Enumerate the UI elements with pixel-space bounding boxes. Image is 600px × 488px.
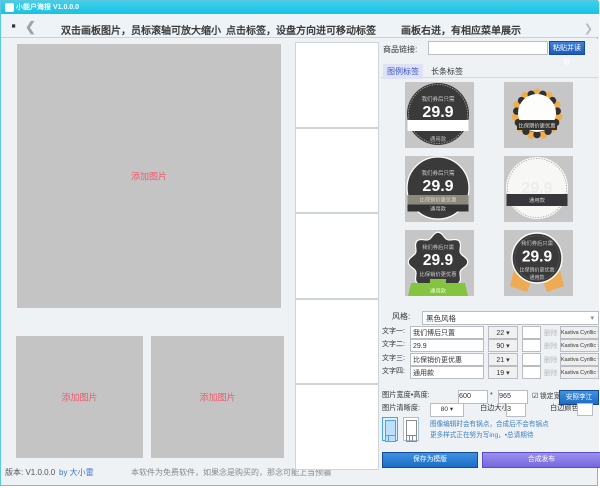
svg-text:通用款: 通用款 [430, 287, 447, 295]
svg-text:29.9: 29.9 [422, 178, 453, 195]
svg-text:我们券后只需: 我们券后只需 [521, 239, 553, 247]
svg-text:通用款: 通用款 [430, 205, 447, 213]
svg-text:29.9: 29.9 [422, 104, 453, 121]
svg-text:通用款: 通用款 [529, 274, 544, 281]
svg-text:29.9: 29.9 [423, 252, 454, 269]
svg-text:我们券后只需: 我们券后只需 [422, 243, 454, 251]
svg-text:比保销价更优惠: 比保销价更优惠 [419, 196, 456, 204]
svg-text:我们券后只需: 我们券后只需 [421, 169, 455, 177]
svg-text:比保期价更优惠: 比保期价更优惠 [518, 122, 555, 130]
svg-text:我们券后只需: 我们券后只需 [421, 95, 455, 103]
svg-text:比保销价更优惠: 比保销价更优惠 [419, 270, 456, 278]
svg-text:29.9: 29.9 [522, 249, 553, 266]
svg-text:通用款: 通用款 [529, 196, 546, 204]
svg-text:比保销价更优惠: 比保销价更优惠 [519, 267, 554, 274]
svg-text:通用款: 通用款 [430, 135, 447, 143]
svg-text:29.9: 29.9 [521, 180, 552, 197]
